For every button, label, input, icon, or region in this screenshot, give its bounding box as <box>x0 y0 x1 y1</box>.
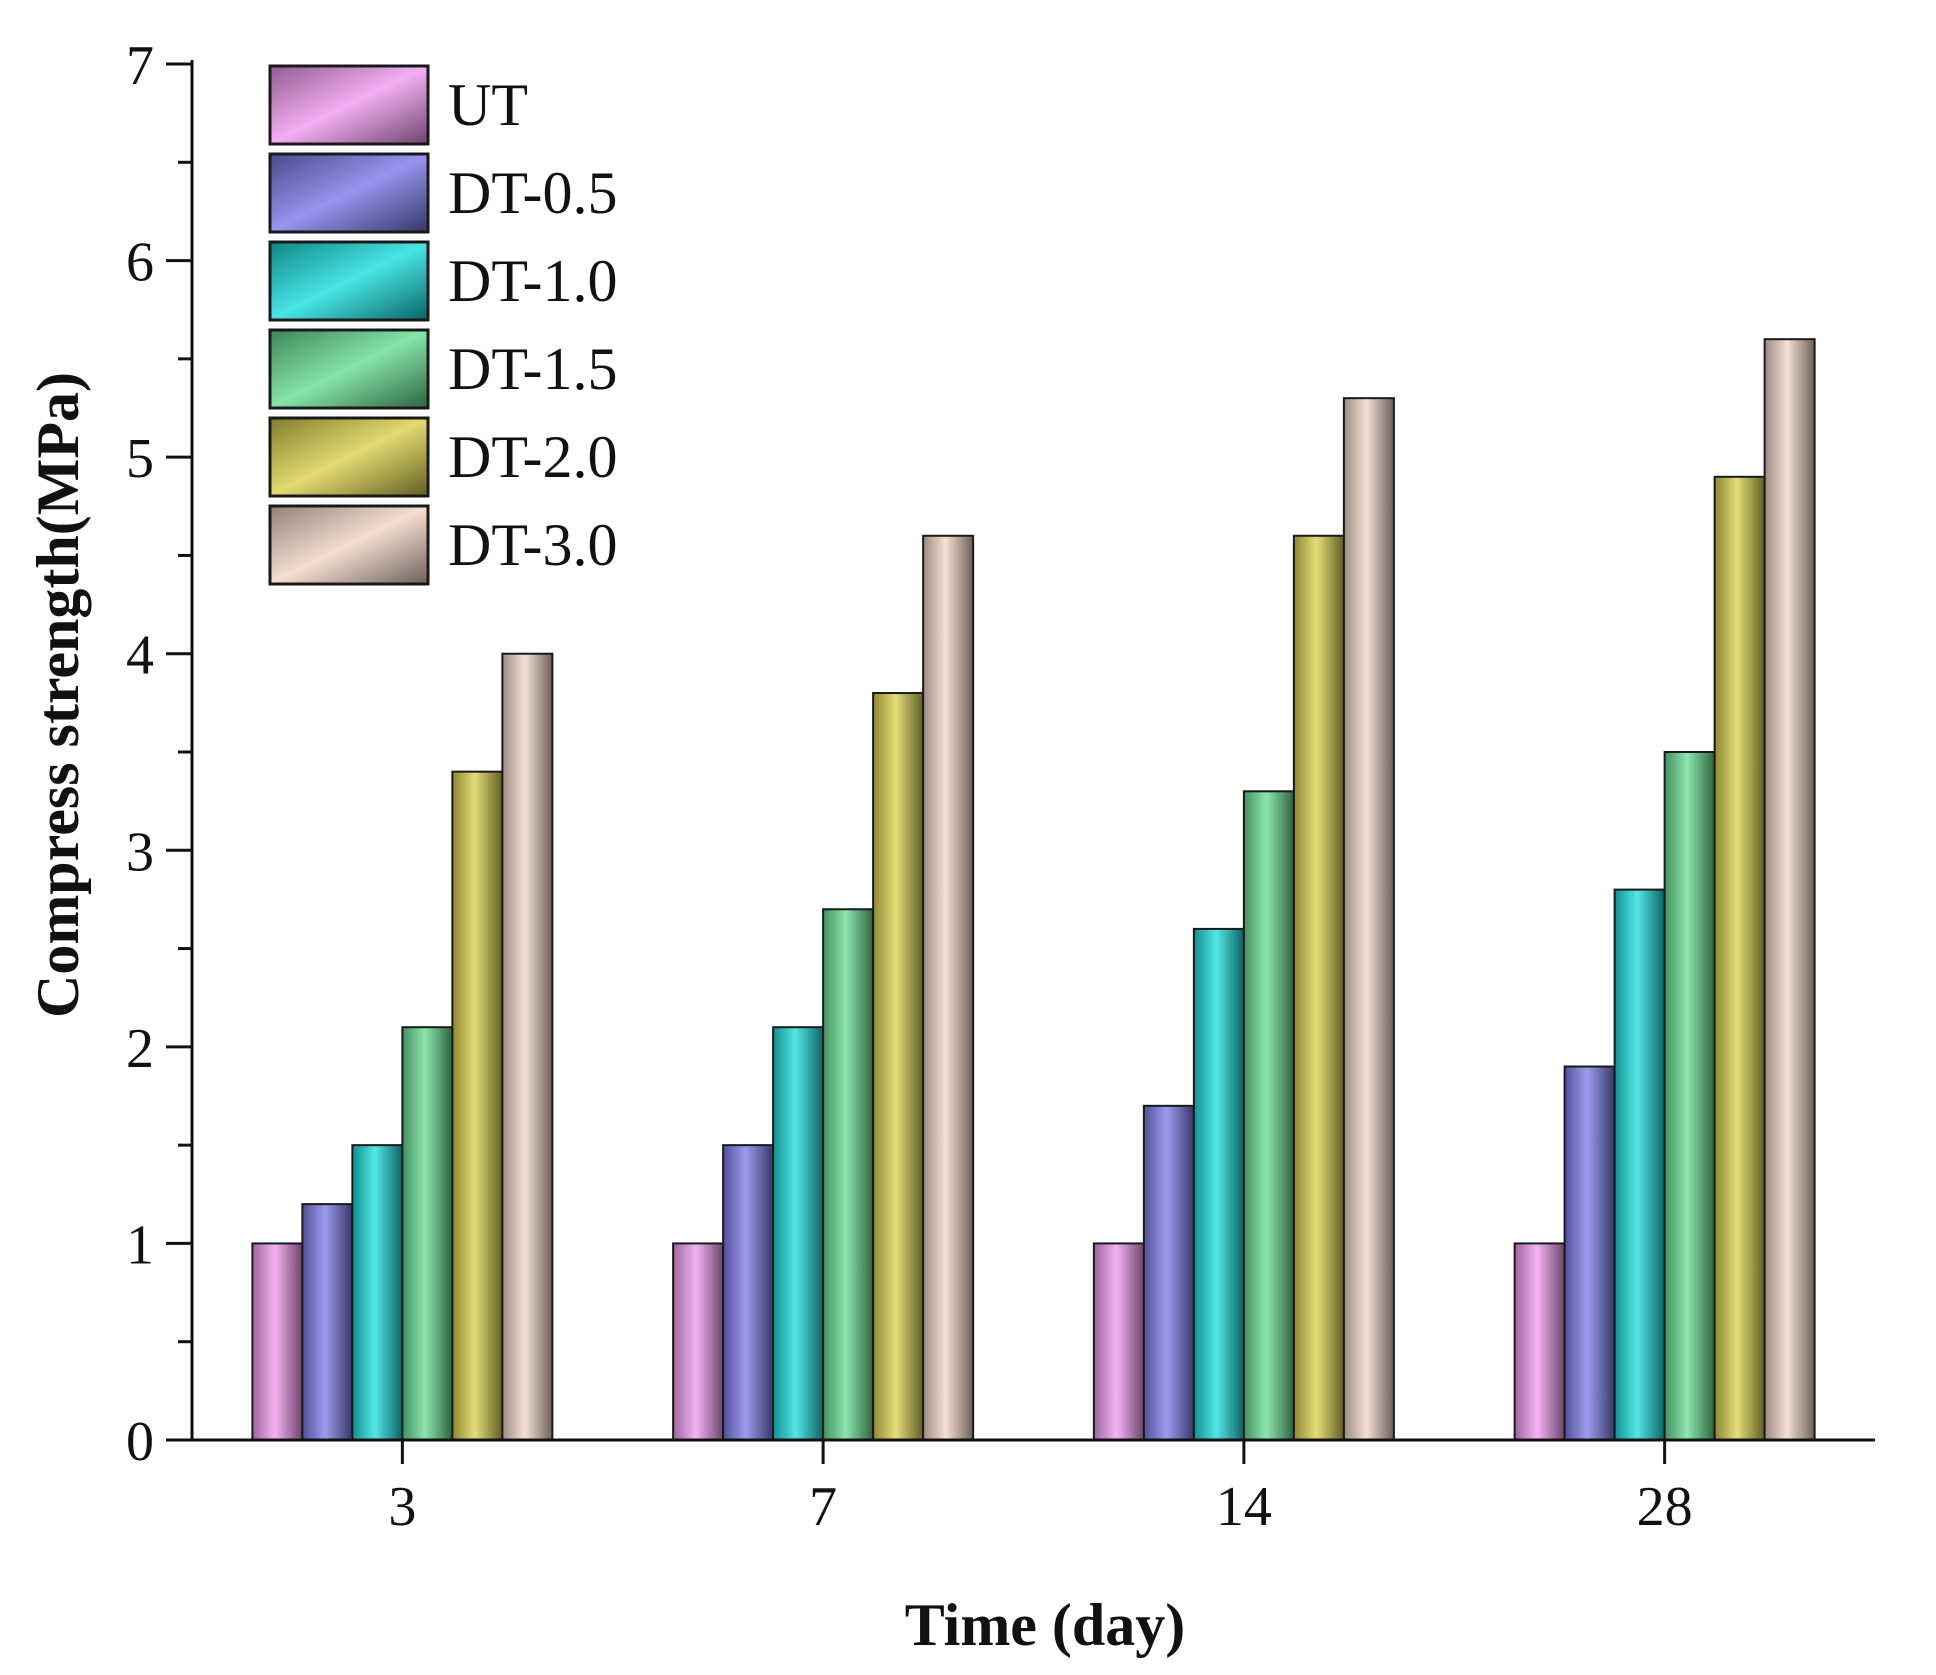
bar-DT-3.0-28 <box>1763 338 1816 1442</box>
legend-label-DT-1.5: DT-1.5 <box>448 336 617 402</box>
y-tick-label: 6 <box>126 232 154 294</box>
bar-DT-0.5-28 <box>1563 1065 1616 1441</box>
y-tick-label: 3 <box>126 821 154 883</box>
bar-DT-2.0-7 <box>872 692 925 1441</box>
x-axis-title: Time (day) <box>905 1592 1186 1658</box>
bar-UT-3 <box>251 1242 304 1442</box>
bar-DT-1.5-28 <box>1663 751 1716 1441</box>
bar-DT-1.0-3 <box>351 1144 404 1441</box>
legend-label-DT-1.0: DT-1.0 <box>448 248 617 314</box>
y-tick-label: 4 <box>126 625 154 687</box>
y-tick-label: 0 <box>126 1411 154 1473</box>
axes-group: 0 1 2 3 4 5 6 7 3 7 14 28 <box>126 35 1875 1538</box>
legend-label-DT-2.0: DT-2.0 <box>448 424 617 490</box>
bar-UT-14 <box>1092 1242 1145 1442</box>
legend-label-DT-3.0: DT-3.0 <box>448 512 617 578</box>
legend: UT DT-0.5 DT-1.0 DT-1.5 DT-2.0 DT-3.0 <box>268 64 617 586</box>
legend-label-DT-0.5: DT-0.5 <box>448 160 617 226</box>
bar-DT-2.0-14 <box>1292 534 1345 1441</box>
legend-label-UT: UT <box>448 72 528 138</box>
y-tick-label: 5 <box>126 428 154 490</box>
bar-DT-3.0-7 <box>922 534 975 1441</box>
bar-DT-1.5-3 <box>401 1026 454 1441</box>
bar-UT-28 <box>1513 1242 1566 1442</box>
bar-DT-1.0-14 <box>1192 927 1245 1442</box>
bar-DT-0.5-3 <box>301 1203 354 1441</box>
y-tick-label: 2 <box>126 1018 154 1080</box>
y-tick-label: 7 <box>126 35 154 97</box>
bar-DT-1.0-7 <box>772 1026 825 1441</box>
bars-group <box>251 338 1816 1442</box>
bar-DT-1.5-7 <box>822 908 875 1441</box>
y-axis-title: Compress strength(MPa) <box>25 372 91 1018</box>
bar-DT-2.0-3 <box>451 770 504 1441</box>
x-tick-label: 14 <box>1216 1476 1272 1538</box>
legend-swatch-DT-1.0 <box>268 240 430 322</box>
bar-DT-1.5-14 <box>1242 790 1295 1441</box>
bar-DT-1.0-28 <box>1613 888 1666 1441</box>
bar-DT-3.0-14 <box>1342 397 1395 1442</box>
bar-DT-3.0-3 <box>501 652 554 1441</box>
legend-swatch-DT-0.5 <box>268 152 430 234</box>
legend-swatch-DT-2.0 <box>268 416 430 498</box>
bar-DT-0.5-7 <box>722 1144 775 1441</box>
x-tick-label: 3 <box>388 1476 416 1538</box>
bar-DT-0.5-14 <box>1142 1104 1195 1442</box>
legend-swatch-DT-3.0 <box>268 504 430 586</box>
legend-swatch-DT-1.5 <box>268 328 430 410</box>
x-tick-label: 7 <box>809 1476 837 1538</box>
x-tick-label: 28 <box>1637 1476 1693 1538</box>
legend-swatch-UT <box>268 64 430 146</box>
bar-DT-2.0-28 <box>1713 475 1766 1441</box>
y-tick-label: 1 <box>126 1214 154 1276</box>
bar-UT-7 <box>672 1242 725 1442</box>
